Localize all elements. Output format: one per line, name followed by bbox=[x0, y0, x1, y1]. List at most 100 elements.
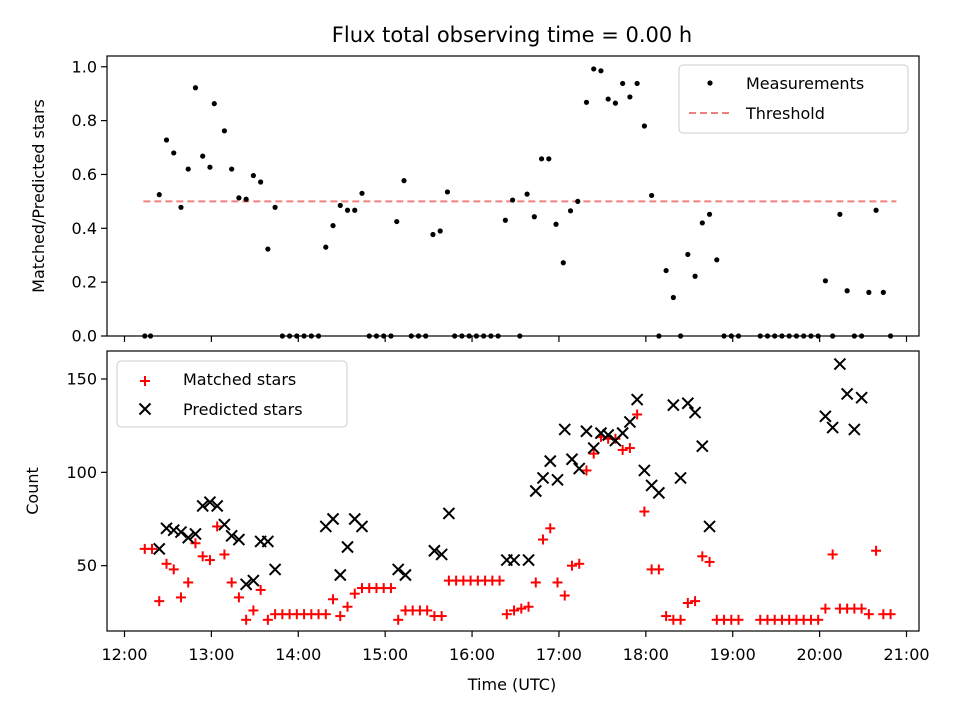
measurement-point bbox=[352, 207, 358, 213]
predicted-star-point bbox=[435, 548, 448, 561]
matched-star-point bbox=[661, 611, 672, 622]
matched-star-point bbox=[183, 577, 194, 588]
predicted-star-point bbox=[529, 484, 542, 498]
predicted-star-point bbox=[565, 453, 579, 466]
matched-star-point bbox=[219, 549, 230, 560]
predicted-star-point bbox=[218, 518, 231, 531]
predicted-star-point bbox=[580, 425, 593, 438]
matched-star-point bbox=[697, 551, 708, 562]
predicted-star-point bbox=[855, 391, 868, 404]
matched-star-point bbox=[197, 551, 208, 562]
predicted-star-point bbox=[507, 553, 521, 567]
legend-label-threshold: Threshold bbox=[745, 104, 825, 123]
measurement-point bbox=[692, 273, 698, 279]
predicted-star-point bbox=[652, 486, 666, 500]
top-y-tick-label: 0.0 bbox=[72, 327, 97, 346]
predicted-star-point bbox=[536, 471, 550, 485]
bottom-y-tick-label: 150 bbox=[66, 370, 97, 389]
predicted-star-point bbox=[630, 393, 644, 406]
matched-star-point bbox=[190, 538, 201, 549]
top-y-tick-label: 1.0 bbox=[72, 57, 97, 76]
matched-stars-series bbox=[139, 409, 896, 625]
matched-star-point bbox=[212, 521, 223, 532]
measurement-point bbox=[634, 80, 640, 87]
measurement-point bbox=[163, 137, 170, 143]
predicted-star-point bbox=[268, 563, 282, 576]
legend-label-predicted: Predicted stars bbox=[183, 400, 303, 419]
measurement-point bbox=[437, 228, 443, 234]
matched-star-point bbox=[624, 443, 635, 454]
predicted-star-point bbox=[587, 441, 600, 455]
measurement-point bbox=[873, 207, 879, 213]
matched-star-point bbox=[566, 560, 577, 571]
matched-star-point bbox=[617, 444, 628, 455]
predicted-star-point bbox=[601, 428, 615, 442]
x-tick-label: 15:00 bbox=[362, 645, 408, 664]
matched-star-point bbox=[255, 584, 266, 595]
matched-star-point bbox=[335, 611, 346, 622]
predicted-star-point bbox=[594, 426, 608, 440]
matched-star-point bbox=[552, 577, 563, 588]
measurement-point bbox=[337, 202, 343, 209]
predicted-stars-series bbox=[153, 357, 868, 591]
matched-star-point bbox=[168, 564, 179, 575]
matched-star-point bbox=[871, 545, 882, 556]
predicted-star-point bbox=[573, 462, 586, 475]
matched-star-point bbox=[653, 564, 664, 575]
measurement-point bbox=[250, 172, 256, 179]
predicted-star-point bbox=[167, 523, 180, 537]
measurement-point bbox=[192, 85, 199, 91]
predicted-star-point bbox=[833, 357, 847, 371]
matched-star-point bbox=[241, 614, 252, 625]
predicted-star-point bbox=[203, 495, 217, 509]
top-legend: Measurements Threshold bbox=[678, 64, 909, 134]
measurement-point bbox=[200, 153, 206, 159]
matched-star-point bbox=[827, 549, 838, 560]
matched-star-point bbox=[422, 605, 433, 616]
matched-star-point bbox=[538, 534, 549, 545]
measurement-point bbox=[822, 278, 829, 284]
top-y-tick-label: 0.8 bbox=[72, 111, 97, 130]
matched-star-point bbox=[574, 558, 585, 569]
matched-star-point bbox=[581, 465, 592, 476]
measurement-point bbox=[502, 217, 508, 223]
predicted-star-point bbox=[261, 535, 275, 548]
matched-star-point bbox=[436, 611, 447, 622]
measurement-point bbox=[185, 166, 191, 172]
matched-star-point bbox=[813, 614, 824, 625]
measurement-point bbox=[330, 223, 336, 229]
measurement-point bbox=[236, 195, 242, 201]
measurement-point bbox=[243, 196, 249, 202]
matched-star-point bbox=[856, 603, 867, 614]
measurement-point bbox=[401, 178, 407, 184]
matched-star-point bbox=[233, 592, 244, 603]
predicted-star-point bbox=[696, 439, 709, 453]
matched-star-point bbox=[516, 603, 527, 614]
matched-star-point bbox=[733, 614, 744, 625]
x-tick-label: 16:00 bbox=[449, 645, 495, 664]
matched-star-point bbox=[349, 588, 360, 599]
top-y-axis: 0.0 0.2 0.4 0.6 0.8 1.0 bbox=[72, 57, 107, 346]
predicted-star-point bbox=[326, 512, 340, 526]
measurement-point bbox=[207, 164, 213, 170]
predicted-star-point bbox=[239, 578, 253, 591]
matched-star-point bbox=[682, 598, 693, 608]
bottom-y-axis: 50 100 150 bbox=[66, 370, 107, 575]
measurement-point bbox=[344, 207, 351, 213]
legend-label-matched: Matched stars bbox=[183, 370, 296, 389]
measurement-point bbox=[844, 288, 850, 294]
x-tick-label: 18:00 bbox=[623, 645, 669, 664]
measurement-point bbox=[538, 156, 545, 162]
predicted-star-point bbox=[551, 473, 564, 487]
predicted-star-point bbox=[558, 423, 571, 436]
predicted-star-point bbox=[616, 426, 629, 440]
measurement-point bbox=[591, 66, 597, 72]
measurement-point bbox=[524, 191, 530, 197]
x-tick-label: 21:00 bbox=[883, 645, 929, 664]
predicted-star-point bbox=[232, 533, 246, 546]
measurement-point bbox=[272, 204, 278, 210]
measurement-point bbox=[560, 260, 566, 266]
measurement-point bbox=[598, 68, 604, 74]
matched-star-point bbox=[328, 594, 339, 605]
legend-x-marker bbox=[138, 402, 152, 416]
